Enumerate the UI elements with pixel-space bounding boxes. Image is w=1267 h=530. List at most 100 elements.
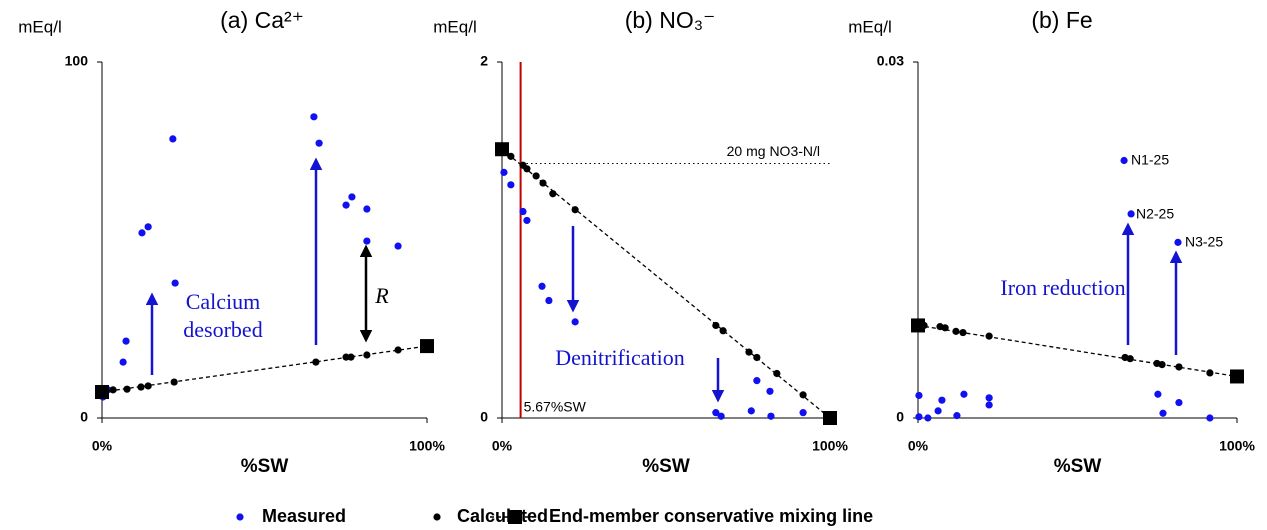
measured-point [953,412,961,420]
legend-marker [433,513,441,521]
calculated-point [532,172,540,180]
measured-point [519,207,527,216]
calculated-point [985,332,993,340]
annotation: Denitrification [555,345,685,370]
chart-title: (b) NO₃⁻ [625,7,716,33]
measured-point [363,205,371,213]
calculated-point [312,358,320,366]
end-member [823,411,837,425]
measured-point [394,242,402,250]
measured-point [753,377,761,385]
measured-point [924,414,932,422]
measured-point [122,337,130,345]
annotation: N3-25 [1185,234,1223,250]
x-axis-label: %SW [241,456,289,477]
calculated-point [1175,363,1183,371]
measured-point [1154,390,1162,398]
y-tick-label: 2 [480,53,488,69]
measured-point [1127,210,1135,218]
measured-point [1206,414,1214,422]
measured-point [348,193,356,201]
end-member [495,142,509,157]
x-tick-label: 100% [409,438,445,454]
calculated-point [523,165,531,173]
measured-point [571,318,579,326]
y-axis-label: mEq/l [848,17,891,36]
x-axis-label: %SW [1054,456,1102,477]
measured-point [500,168,508,176]
chart-title: (a) Ca²⁺ [220,7,304,33]
y-axis-label: mEq/l [433,17,476,36]
measured-point [712,409,720,417]
annotation: R [374,283,389,308]
measured-point [1120,156,1128,165]
calculated-point [394,346,402,354]
measured-point [138,229,146,237]
x-tick-label: 0% [492,438,513,454]
chart-title: (b) Fe [1031,7,1092,33]
y-tick-label: 0 [80,409,88,425]
annotation: Iron reduction [1000,275,1125,300]
measured-point [119,358,127,366]
legend-label: End-member conservative mixing line [549,506,873,526]
measured-point [144,223,152,231]
measured-point [342,201,350,209]
legend-marker [236,513,244,521]
calculated-point [1126,355,1134,363]
calculated-point [1206,369,1214,377]
calculated-point [549,190,557,198]
measured-point [915,391,923,400]
calculated-point [109,386,117,394]
measured-point [747,407,755,415]
x-tick-label: 0% [908,438,929,454]
reference-label: 5.67%SW [524,399,587,415]
annotation: desorbed [183,317,262,342]
x-tick-label: 100% [1219,438,1255,454]
measured-point [767,412,775,420]
y-axis-label: mEq/l [18,17,61,36]
measured-point [538,282,546,290]
x-tick-label: 0% [92,438,113,454]
y-tick-label: 100 [65,53,89,69]
mixing-line [501,148,831,419]
y-tick-label: 0.03 [877,53,904,69]
reference-label: 20 mg NO3-N/l [727,143,820,159]
measured-point [1174,238,1182,246]
end-member [911,318,925,333]
measured-point [1159,409,1167,417]
measured-point [960,390,968,398]
measured-point [363,237,371,245]
measured-point [985,394,993,402]
annotation: N2-25 [1136,206,1174,222]
measured-point [766,387,774,395]
mixing-line [917,324,1238,378]
measured-point [938,396,946,404]
measured-point [934,407,942,415]
annotation: Calcium [186,289,261,314]
calculated-point [347,353,355,361]
measured-point [310,113,318,121]
end-member [420,339,434,354]
measured-point [545,296,553,305]
measured-point [507,181,515,189]
annotation: N1-25 [1131,152,1169,168]
legend-label: Measured [262,506,346,526]
end-member [95,385,109,400]
y-tick-label: 0 [480,409,488,425]
x-tick-label: 100% [812,438,848,454]
measured-point [171,279,179,287]
x-axis-label: %SW [642,456,690,477]
measured-point [799,409,807,417]
measured-point [523,216,531,225]
legend-label: Calculated [457,506,548,526]
measured-point [315,139,323,147]
calculated-point [123,385,131,393]
measured-point [985,401,993,409]
measured-point [1175,398,1183,407]
y-tick-label: 0 [896,409,904,425]
calculated-point [137,383,145,391]
measured-point [717,412,725,420]
legend-marker [508,510,522,524]
measured-point [915,413,923,421]
